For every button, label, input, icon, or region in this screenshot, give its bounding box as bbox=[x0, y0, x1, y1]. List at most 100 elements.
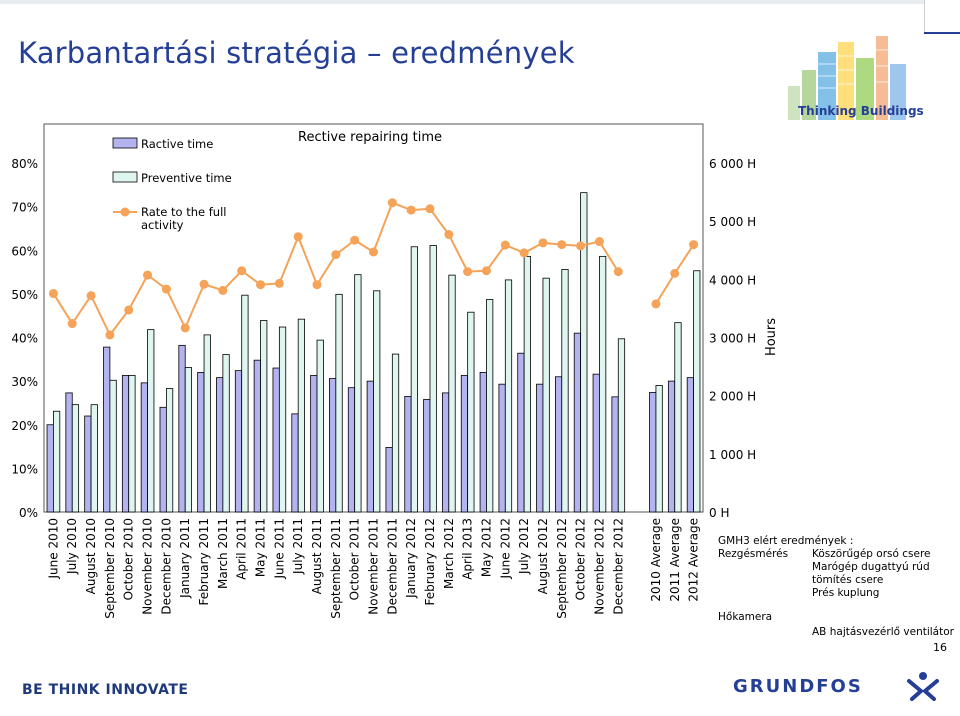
bar-reactive-time bbox=[46, 424, 54, 513]
left-tick-label: 20% bbox=[11, 419, 38, 433]
x-tick-label: September 2012 bbox=[555, 518, 569, 619]
right-tick-label: 1 000 H bbox=[709, 448, 756, 462]
rate-point bbox=[105, 330, 115, 340]
rate-point bbox=[670, 268, 680, 278]
bar-preventive-time bbox=[260, 320, 268, 513]
x-tick-label: 2012 Average bbox=[687, 518, 701, 602]
bar-preventive-time bbox=[316, 339, 324, 513]
legend-swatch-rate-marker bbox=[120, 207, 130, 217]
bar-reactive-time bbox=[366, 380, 374, 513]
rate-point bbox=[481, 266, 491, 276]
page-number: 16 bbox=[933, 641, 947, 654]
bar-preventive-time bbox=[486, 299, 494, 513]
rate-point bbox=[331, 250, 341, 260]
bar-marks bbox=[46, 192, 701, 513]
bar-reactive-time bbox=[479, 371, 487, 513]
x-tick-label: January 2011 bbox=[178, 518, 192, 599]
rate-point bbox=[256, 280, 266, 290]
bar-reactive-time bbox=[216, 377, 224, 513]
chart-title: Rective repairing time bbox=[298, 130, 442, 145]
bar-preventive-time bbox=[561, 269, 569, 513]
legend-label-rate: Rate to the full activity bbox=[141, 205, 226, 232]
left-tick-label: 0% bbox=[19, 506, 38, 520]
right-tick-label: 4 000 H bbox=[709, 273, 756, 287]
bar-reactive-time bbox=[197, 371, 205, 513]
rate-point bbox=[557, 240, 567, 250]
bar-reactive-time bbox=[272, 367, 280, 513]
bar-preventive-time bbox=[278, 326, 287, 513]
x-tick-label: December 2012 bbox=[611, 518, 625, 615]
rate-point bbox=[237, 266, 247, 276]
bar-reactive-time bbox=[498, 383, 506, 513]
rate-point bbox=[369, 247, 378, 257]
right-tick-label: 0 H bbox=[709, 506, 729, 520]
maintenance-chart: Rective repairing time 0% 10% 20% 30% 40% 50%… bbox=[11, 123, 779, 619]
right-axis-label: Hours bbox=[764, 318, 779, 356]
left-tick-label: 30% bbox=[11, 375, 38, 389]
right-tick-label: 5 000 H bbox=[709, 215, 756, 229]
bar-preventive-time bbox=[222, 354, 230, 513]
annotation-item-right: AB hajtásvezérlő ventilátor bbox=[812, 626, 954, 638]
grundfos-logo: GRUNDFOS bbox=[733, 676, 863, 697]
bar-reactive-time bbox=[592, 373, 600, 513]
legend-swatch-preventive bbox=[112, 171, 138, 183]
x-tick-label: September 2010 bbox=[103, 518, 117, 619]
bar-reactive-time bbox=[253, 359, 261, 513]
bar-preventive-time bbox=[467, 311, 475, 513]
left-tick-label: 70% bbox=[11, 201, 38, 215]
city-skyline-logo bbox=[788, 36, 906, 120]
bar-preventive-time bbox=[241, 294, 249, 513]
left-tick-label: 10% bbox=[11, 462, 38, 476]
rate-point bbox=[161, 284, 171, 294]
rate-point bbox=[613, 267, 623, 277]
bar-preventive-time bbox=[128, 375, 136, 513]
x-tick-label: September 2011 bbox=[329, 518, 343, 619]
x-tick-label: July 2011 bbox=[291, 518, 305, 575]
bar-preventive-time bbox=[655, 385, 663, 513]
x-tick-label: November 2012 bbox=[592, 518, 606, 615]
bar-reactive-time bbox=[291, 413, 299, 513]
footer-slogan: BE THINK INNOVATE bbox=[22, 682, 189, 698]
left-axis-ticks: 0% 10% 20% 30% 40% 50% 60% 70% 80% bbox=[11, 157, 38, 520]
x-tick-label: August 2010 bbox=[84, 518, 98, 594]
bar-preventive-time bbox=[599, 255, 607, 513]
bar-preventive-time bbox=[203, 334, 211, 513]
x-tick-label: October 2012 bbox=[574, 518, 588, 600]
x-tick-label: April 2013 bbox=[461, 518, 475, 580]
rate-point bbox=[519, 248, 529, 258]
bar-reactive-time bbox=[65, 392, 73, 513]
x-tick-label: January 2012 bbox=[404, 518, 418, 599]
x-tick-label: May 2011 bbox=[254, 518, 268, 577]
x-tick-label: April 2011 bbox=[235, 518, 249, 580]
annotation-title: GMH3 elért eredmények : bbox=[718, 535, 854, 547]
corner-accent bbox=[924, 32, 960, 34]
x-tick-label: February 2012 bbox=[423, 518, 437, 606]
bar-reactive-time bbox=[84, 415, 92, 513]
rate-point bbox=[293, 232, 303, 242]
bar-preventive-time bbox=[335, 293, 343, 513]
top-rule bbox=[0, 0, 960, 4]
rate-point bbox=[463, 267, 473, 277]
x-tick-label: August 2011 bbox=[310, 518, 324, 594]
annotation-item-left: Hőkamera bbox=[718, 611, 773, 623]
bar-reactive-time bbox=[385, 447, 393, 513]
rate-point bbox=[86, 291, 96, 301]
rate-point bbox=[444, 230, 454, 240]
bar-preventive-time bbox=[71, 404, 80, 513]
x-tick-label: December 2011 bbox=[385, 518, 399, 615]
bar-reactive-time bbox=[554, 376, 563, 513]
bar-reactive-time bbox=[573, 332, 582, 513]
bar-preventive-time bbox=[391, 353, 400, 513]
bar-reactive-time bbox=[234, 370, 243, 513]
rate-point bbox=[651, 299, 661, 309]
bar-reactive-time bbox=[423, 399, 431, 513]
rate-point bbox=[67, 319, 77, 329]
legend-swatch-reactive bbox=[112, 137, 138, 149]
corner-box bbox=[924, 0, 960, 34]
bar-reactive-time bbox=[460, 375, 469, 513]
grundfos-man-icon bbox=[907, 672, 939, 701]
bar-reactive-time bbox=[517, 352, 525, 513]
x-tick-label: July 2012 bbox=[517, 518, 531, 575]
bar-reactive-time bbox=[347, 387, 356, 513]
rate-point bbox=[500, 240, 510, 250]
